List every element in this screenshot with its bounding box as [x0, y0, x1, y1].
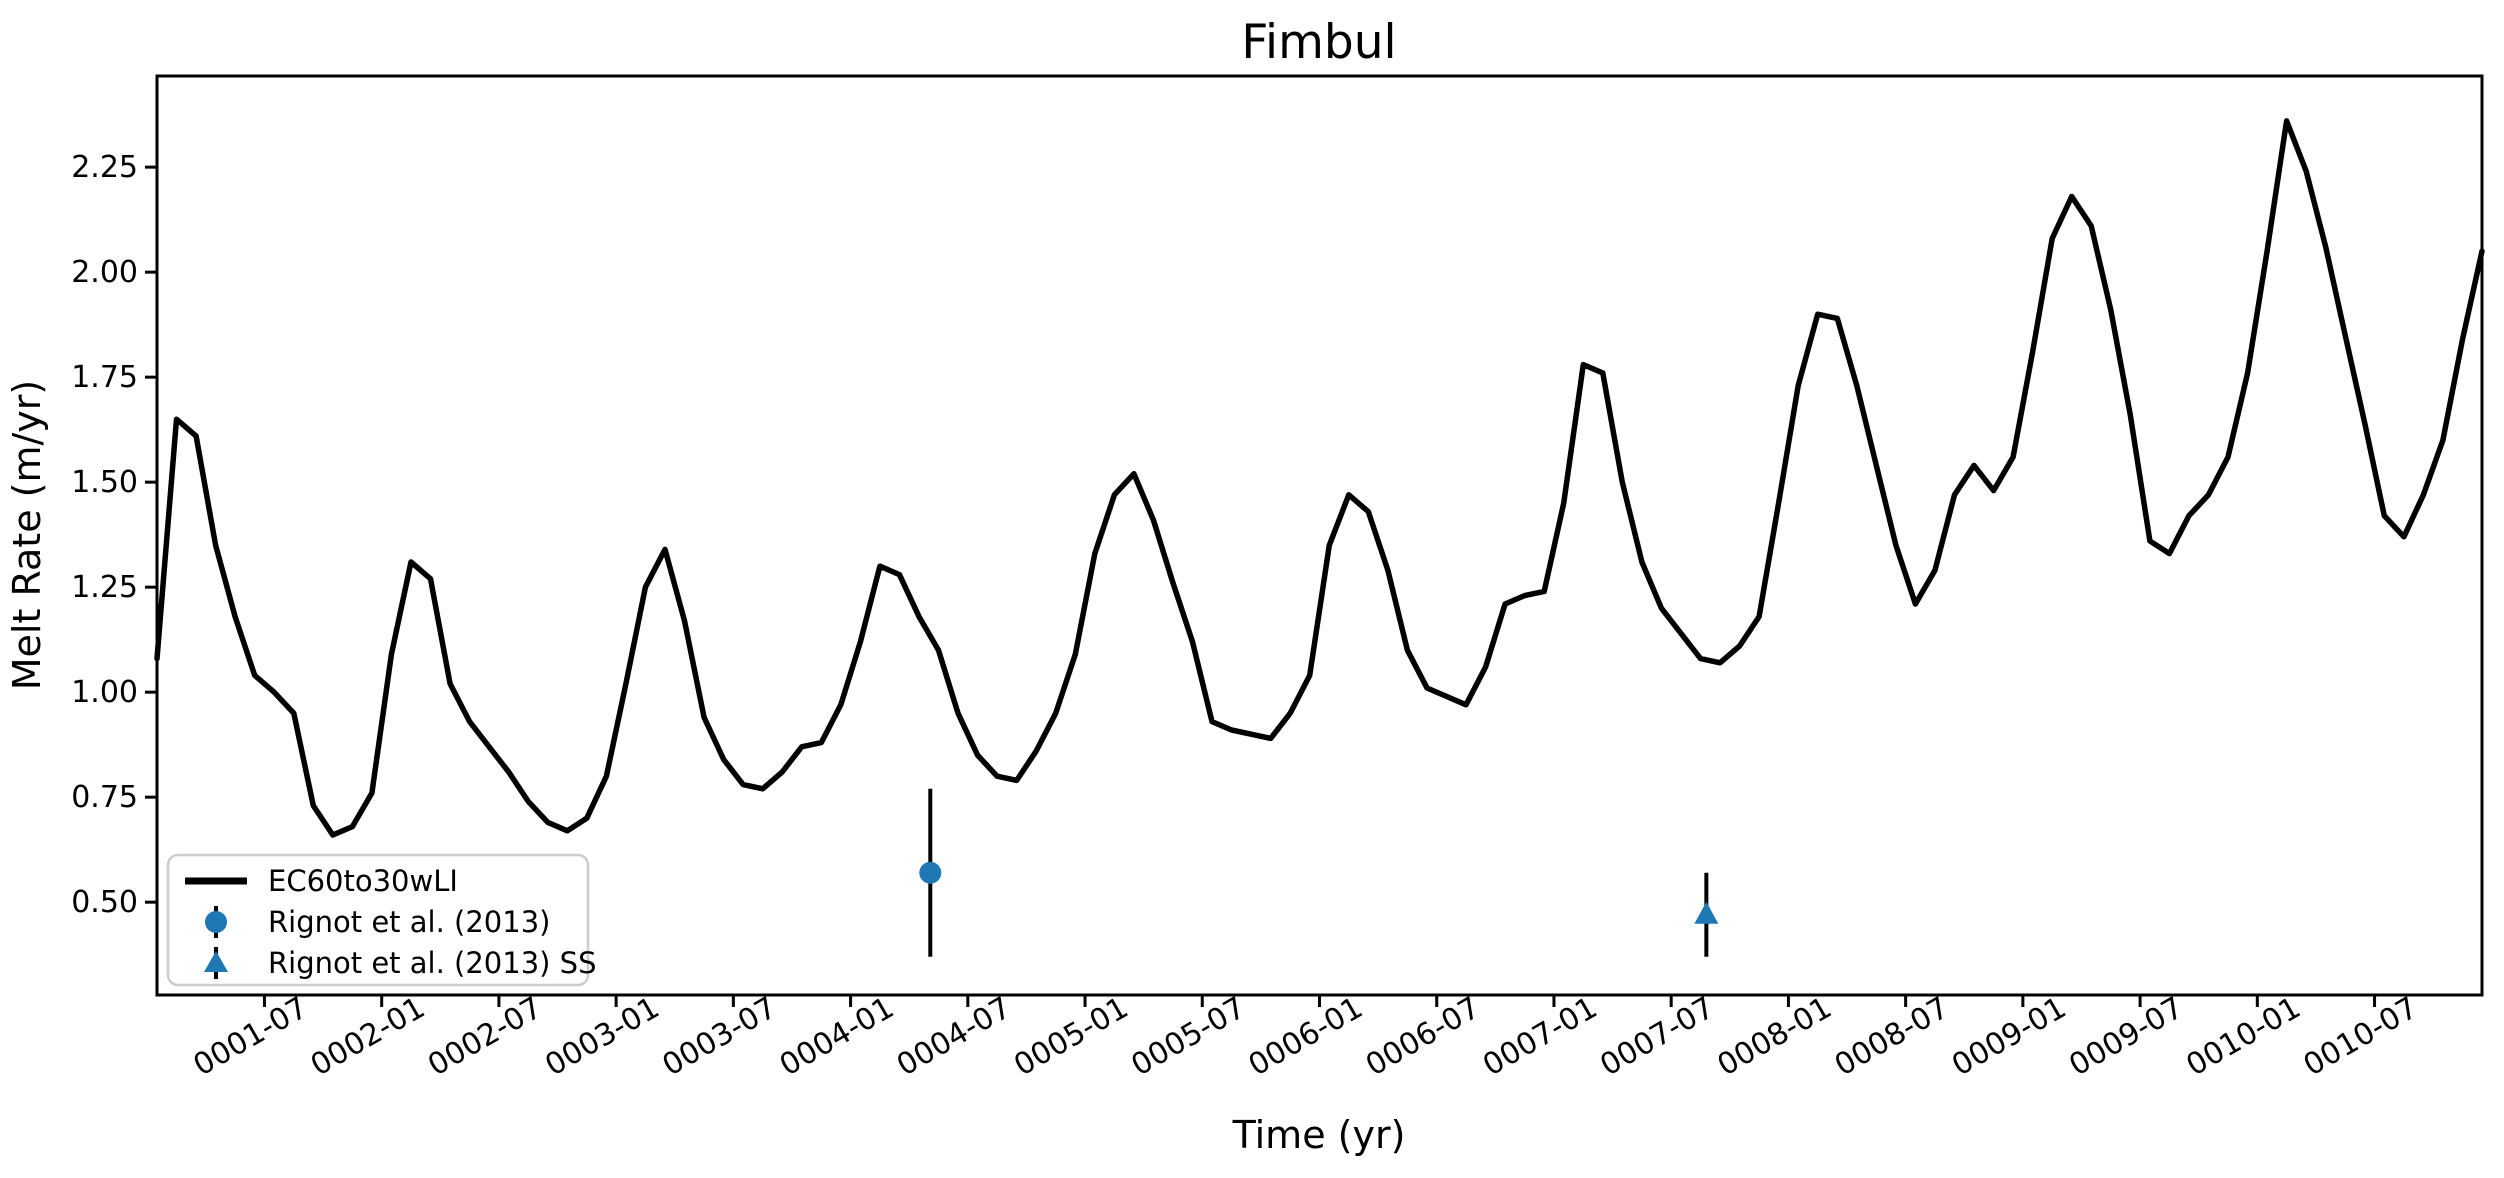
plot-frame — [155, 74, 2484, 997]
y-axis-label: Melt Rate (m/yr) — [5, 380, 49, 691]
x-tick-label: 0002-07 — [422, 990, 548, 1083]
x-tick-label: 0008-01 — [1712, 990, 1838, 1083]
observation-triangle-marker — [1694, 901, 1719, 924]
x-tick-label: 0006-01 — [1243, 990, 1369, 1083]
x-tick-label: 0003-07 — [657, 990, 783, 1083]
y-tick-label: 1.75 — [71, 360, 138, 395]
legend: EC60to30wLI Rignot et al. (2013) Rignot … — [166, 853, 597, 987]
legend-box — [166, 853, 590, 987]
legend-entry-series: EC60to30wLI — [185, 864, 458, 898]
y-tick-label: 1.50 — [71, 465, 138, 500]
y-tick-label: 1.25 — [71, 570, 138, 605]
chart-title: Fimbul — [1241, 15, 1396, 70]
legend-label-rignot: Rignot et al. (2013) — [268, 905, 550, 939]
y-axis-ticks: 0.50 0.75 1.00 1.25 1.50 1.75 2.00 2.25 — [71, 150, 157, 920]
x-tick-label: 0008-07 — [1829, 990, 1955, 1083]
legend-entry-rignot-ss: Rignot et al. (2013) SS — [204, 946, 597, 980]
x-tick-label: 0009-01 — [1946, 990, 2072, 1083]
y-tick-label: 1.00 — [71, 675, 138, 710]
legend-entry-rignot: Rignot et al. (2013) — [205, 905, 550, 939]
x-tick-label: 0009-07 — [2063, 990, 2189, 1083]
y-tick-label: 2.25 — [71, 150, 138, 185]
series-line-ec60to30wli — [154, 118, 2485, 838]
y-tick-label: 0.50 — [71, 885, 138, 920]
legend-triangle-marker-icon — [204, 951, 228, 972]
x-tick-label: 0006-07 — [1360, 990, 1486, 1083]
y-tick-label: 0.75 — [71, 780, 138, 815]
x-axis-ticks: 0001-070002-010002-070003-010003-070004-… — [188, 990, 2424, 1083]
x-axis-label: Time (yr) — [1232, 1113, 1406, 1157]
x-tick-label: 0002-01 — [305, 990, 431, 1083]
observations-layer — [919, 788, 1719, 957]
x-tick-label: 0001-07 — [188, 990, 314, 1083]
y-tick-label: 2.00 — [71, 255, 138, 290]
x-tick-label: 0005-07 — [1125, 990, 1251, 1083]
x-tick-label: 0010-07 — [2298, 990, 2424, 1083]
x-tick-label: 0007-01 — [1477, 990, 1603, 1083]
x-tick-label: 0010-01 — [2181, 990, 2307, 1083]
x-tick-label: 0003-01 — [539, 990, 665, 1083]
observation-circle-marker — [919, 861, 942, 884]
legend-label-rignot-ss: Rignot et al. (2013) SS — [268, 946, 597, 980]
x-tick-label: 0004-01 — [774, 990, 900, 1083]
legend-circle-marker-icon — [205, 911, 227, 933]
x-tick-label: 0005-01 — [1008, 990, 1134, 1083]
x-tick-label: 0004-07 — [891, 990, 1017, 1083]
x-tick-label: 0007-07 — [1594, 990, 1720, 1083]
legend-label-series: EC60to30wLI — [268, 864, 458, 898]
